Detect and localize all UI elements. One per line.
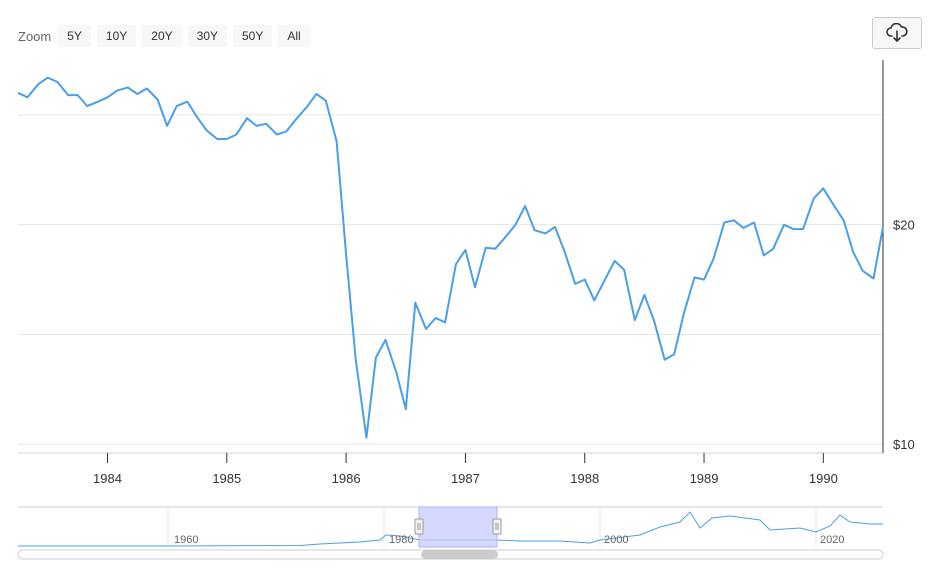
- cloud-download-icon: [886, 23, 908, 42]
- navigator-left-handle[interactable]: [414, 518, 424, 535]
- navigator-right-handle[interactable]: [492, 518, 502, 535]
- zoom-10y-button[interactable]: 10Y: [96, 25, 137, 47]
- y-tick-label: $20: [893, 218, 915, 233]
- navigator[interactable]: 1960 1980 2000 2020: [18, 506, 883, 548]
- download-button[interactable]: [872, 17, 922, 49]
- x-tick-label: 1988: [570, 471, 599, 486]
- navigator-tick-label: 1960: [174, 534, 198, 546]
- zoom-label: Zoom: [18, 28, 52, 44]
- x-tick-label: 1984: [93, 471, 122, 486]
- grid-lines: [18, 114, 883, 445]
- zoom-toolbar: Zoom 5Y 10Y 20Y 30Y 50Y All: [18, 25, 316, 47]
- navigator-tick-label: 2020: [820, 534, 844, 546]
- zoom-30y-button[interactable]: 30Y: [187, 25, 227, 47]
- navigator-tick-label: 1980: [389, 534, 413, 546]
- x-tick-label: 1986: [332, 471, 361, 486]
- zoom-20y-button[interactable]: 20Y: [142, 25, 182, 47]
- zoom-all-button[interactable]: All: [278, 25, 310, 47]
- x-tick-label: 1990: [809, 471, 838, 486]
- series-line: [17, 76, 884, 439]
- scrollbar[interactable]: [17, 549, 884, 560]
- x-tick-label: 1985: [212, 471, 241, 486]
- navigator-grid: [167, 507, 817, 547]
- navigator-series-line: [18, 511, 883, 547]
- x-axis-ticks: 1984 1985 1986 1987 1988 1989 1990: [93, 453, 838, 486]
- y-axis-ticks: $10 $20: [893, 218, 915, 453]
- scrollbar-thumb[interactable]: [421, 550, 498, 559]
- zoom-5y-button[interactable]: 5Y: [58, 25, 91, 47]
- y-tick-label: $10: [893, 437, 915, 452]
- navigator-tick-label: 2000: [604, 534, 628, 546]
- zoom-50y-button[interactable]: 50Y: [233, 25, 273, 47]
- x-tick-label: 1987: [451, 471, 480, 486]
- x-tick-label: 1989: [690, 471, 719, 486]
- navigator-selected-range[interactable]: [418, 506, 498, 548]
